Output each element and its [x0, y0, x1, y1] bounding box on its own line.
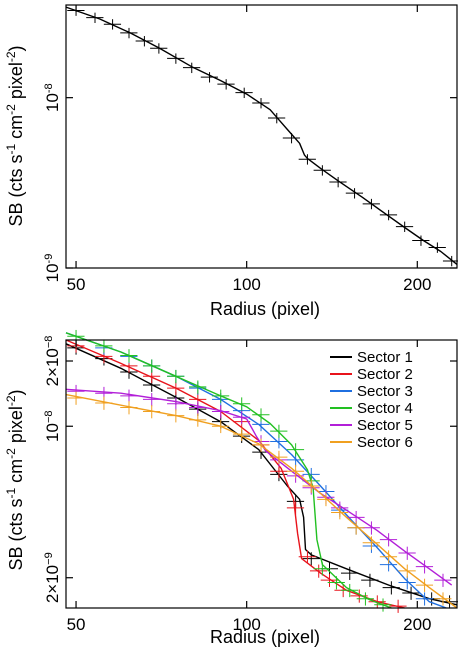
bottom-y-tick-label: 10−8 — [43, 411, 62, 442]
top-x-ticks: 50 100 200 — [67, 5, 431, 294]
top-x-axis-label: Radius (pixel) — [210, 299, 320, 319]
top-y-ticks: 10-8 10-9 — [43, 83, 457, 282]
top-x-tick-label: 100 — [232, 275, 260, 294]
bottom-y-tick-label: 2×10−9 — [43, 552, 62, 603]
bottom-x-tick-label: 50 — [67, 615, 86, 634]
top-series-group — [65, 5, 458, 267]
legend-label: Sector 5 — [357, 417, 413, 434]
top-y-axis-label: SB (cts s-1 cm-2 pixel-2) — [4, 45, 26, 226]
top-y-tick-label: 10-9 — [43, 254, 62, 283]
legend-label: Sector 2 — [357, 366, 413, 383]
bottom-series-group — [65, 329, 458, 613]
top-x-tick-label: 50 — [67, 275, 86, 294]
bottom-panel: 50 100 200 2×10−8 10−8 2×10−9 Radius (pixel)… — [4, 329, 458, 647]
legend-label: Sector 6 — [357, 434, 413, 451]
bottom-x-axis-label: Radius (pixel) — [210, 627, 320, 647]
legend-label: Sector 3 — [357, 383, 413, 400]
series-1-model-line — [65, 339, 405, 609]
bottom-x-tick-label: 200 — [403, 615, 431, 634]
bottom-plot-frame — [65, 339, 458, 609]
top-x-tick-label: 200 — [403, 275, 431, 294]
series-0-model-line — [65, 6, 458, 265]
legend-label: Sector 4 — [357, 400, 413, 417]
bottom-y-axis-label: SB (cts s-1 cm-2 pixel-2) — [4, 389, 26, 570]
top-plot-frame — [65, 4, 458, 269]
bottom-y-ticks: 2×10−8 10−8 2×10−9 — [43, 336, 457, 603]
top-y-tick-label: 10-8 — [43, 83, 62, 112]
bottom-x-tick-label: 100 — [232, 615, 260, 634]
bottom-y-tick-label: 2×10−8 — [43, 336, 62, 387]
top-panel: 50 100 200 10-8 10-9 Radius (pixel) SB (cts… — [4, 4, 458, 319]
series-3-model-line — [65, 332, 392, 609]
series-5-model-line — [65, 393, 458, 609]
bottom-x-ticks: 50 100 200 — [67, 340, 431, 634]
legend-label: Sector 1 — [357, 349, 413, 366]
